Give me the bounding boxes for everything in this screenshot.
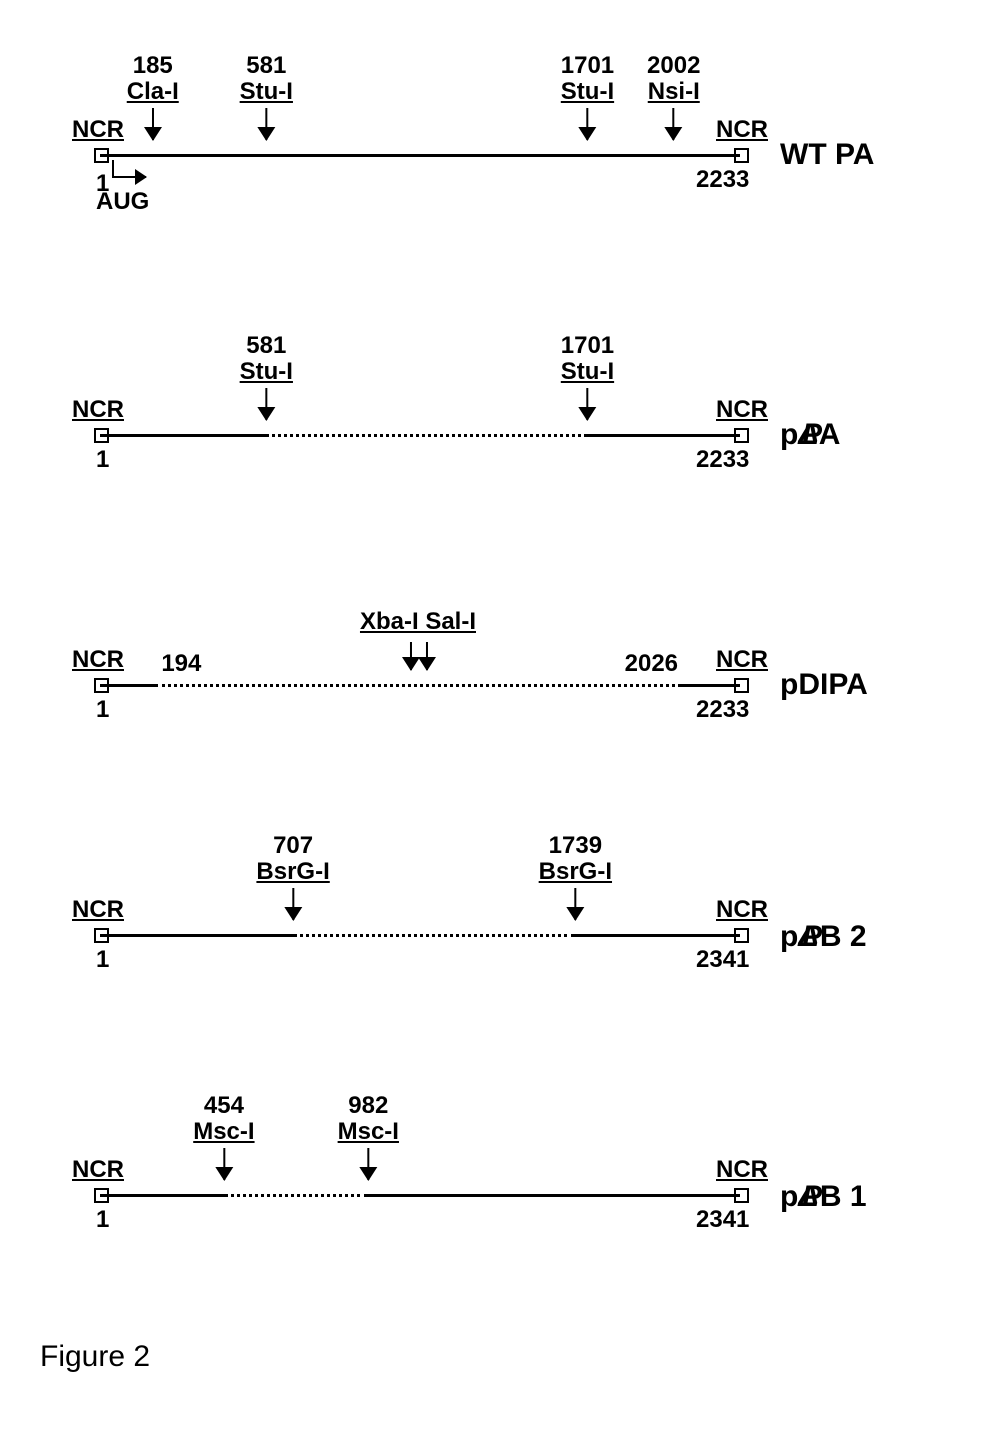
restriction-site: 185Cla-I [127,54,179,140]
site-position: 454 [193,1094,254,1118]
segment-solid [575,934,740,937]
restriction-site: 1701Stu-I [561,54,614,140]
arrow-down-icon [292,888,294,920]
segment-solid [100,434,266,437]
inner-right: 2026 [625,650,678,678]
segment-solid [100,154,740,157]
start-pos: 1 [96,446,109,474]
end-pos: 2233 [696,696,749,724]
construct-wtpa: NCR NCR 1 2233 AUG WT PA 185Cla-I581Stu-… [40,40,960,240]
end-pos: 2233 [696,446,749,474]
site-enzyme: Stu-I [561,80,614,104]
segment-solid [681,684,740,687]
ncr-label-right: NCR [716,116,768,144]
inner-left: 194 [161,650,201,678]
site-enzyme: Nsi-I [647,80,700,104]
site-enzyme: Stu-I [240,80,293,104]
segment-dotted [266,434,587,439]
restriction-site: 581Stu-I [240,54,293,140]
figure-caption: Figure 2 [40,1340,960,1374]
ncr-label-left: NCR [72,646,124,674]
segment-solid [368,1194,740,1197]
ncr-label-left: NCR [72,896,124,924]
ncr-label-left: NCR [72,396,124,424]
aug-arrow [112,176,146,178]
start-pos: 1 [96,1206,109,1234]
site-enzyme: Stu-I [240,360,293,384]
arrow-down-icon [367,1148,369,1180]
segment-solid [100,684,155,687]
construct-name-pdpb1: pΔP B 1 [780,1180,867,1214]
site-enzyme: BsrG-I [539,860,612,884]
ncr-label-right: NCR [716,396,768,424]
construct-name-wtpa: WT PA [780,138,874,172]
site-enzyme: Cla-I [127,80,179,104]
arrow-down-icon [586,108,588,140]
end-pos: 2233 [696,166,749,194]
track-pdpa: NCR NCR 1 2233 [100,430,740,440]
construct-pdpa: NCR NCR 1 2233 pΔP A 581Stu-I1701Stu-I [40,330,960,500]
restriction-site: 454Msc-I [193,1094,254,1180]
construct-pdpb2: NCR NCR 1 2341 pΔP B 2 707BsrG-I1739BsrG… [40,820,960,990]
arrow-down-icon [152,108,154,140]
track-wtpa: NCR NCR 1 2233 AUG [100,150,740,160]
construct-pdpb1: NCR NCR 1 2341 pΔP B 1 454Msc-I982Msc-I [40,1080,960,1250]
restriction-site-pair: Xba-I Sal-I [360,608,476,674]
site-position: 1739 [539,834,612,858]
restriction-site: 2002Nsi-I [647,54,700,140]
site-position: 2002 [647,54,700,78]
construct-name-pdipa: pDIPA [780,668,868,702]
end-pos: 2341 [696,946,749,974]
start-pos: 1 [96,946,109,974]
arrow-down-icon [426,642,428,670]
restriction-site: 707BsrG-I [256,834,329,920]
track-pdpb1: NCR NCR 1 2341 [100,1190,740,1200]
site-position: 185 [127,54,179,78]
construct-pdipa: NCR NCR 1 2233 194 2026 pDIPA Xba-I Sal-… [40,590,960,730]
segment-solid [100,934,293,937]
ncr-label-left: NCR [72,116,124,144]
site-position: 1701 [561,334,614,358]
segment-dotted [155,684,680,689]
construct-name-pdpb2: pΔP B 2 [780,920,867,954]
figure-container: NCR NCR 1 2233 AUG WT PA 185Cla-I581Stu-… [40,40,960,1374]
site-position: 982 [338,1094,399,1118]
arrow-down-icon [410,642,412,670]
site-position: 707 [256,834,329,858]
aug-label: AUG [96,188,149,216]
site-position: 1701 [561,54,614,78]
arrow-down-icon [673,108,675,140]
restriction-site: 581Stu-I [240,334,293,420]
arrow-down-icon [574,888,576,920]
track-pdipa: NCR NCR 1 2233 194 2026 [100,680,740,690]
ncr-label-right: NCR [716,896,768,924]
segment-dotted [293,934,575,939]
ncr-label-left: NCR [72,1156,124,1184]
construct-name-pdpa: pΔP A [780,418,840,452]
arrow-down-icon [265,108,267,140]
ncr-label-right: NCR [716,646,768,674]
site-enzyme: Stu-I [561,360,614,384]
site-position: 581 [240,54,293,78]
restriction-site: 982Msc-I [338,1094,399,1180]
segment-solid [100,1194,224,1197]
start-pos: 1 [96,696,109,724]
track-pdpb2: NCR NCR 1 2341 [100,930,740,940]
site-enzyme: Msc-I [338,1120,399,1144]
site-enzyme: BsrG-I [256,860,329,884]
restriction-site: 1701Stu-I [561,334,614,420]
segment-dotted [224,1194,368,1199]
site-enzyme-pair: Xba-I Sal-I [360,610,476,634]
restriction-site: 1739BsrG-I [539,834,612,920]
ncr-label-right: NCR [716,1156,768,1184]
end-pos: 2341 [696,1206,749,1234]
arrow-down-icon [586,388,588,420]
site-position: 581 [240,334,293,358]
arrow-down-icon [223,1148,225,1180]
segment-solid [587,434,740,437]
site-enzyme: Msc-I [193,1120,254,1144]
arrow-down-icon [265,388,267,420]
